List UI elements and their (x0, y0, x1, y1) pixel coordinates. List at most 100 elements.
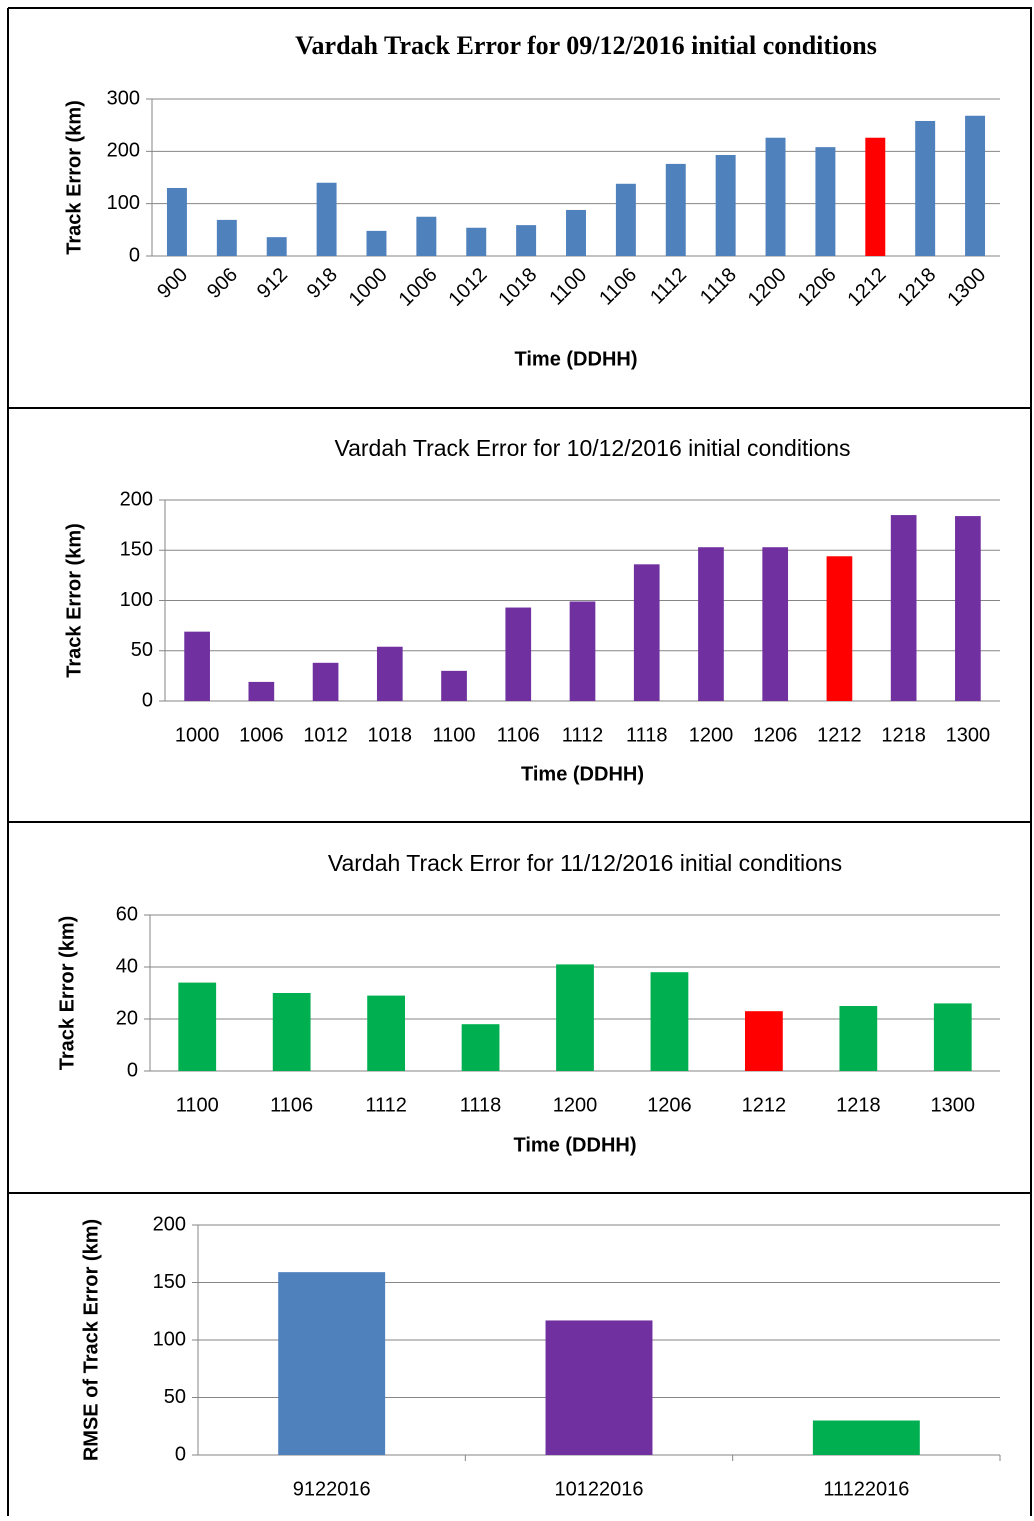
x-tick-label: 1012 (444, 264, 491, 311)
bar (178, 982, 217, 1071)
bar (815, 147, 836, 256)
bar (812, 1420, 920, 1455)
bar (715, 154, 736, 256)
bar (376, 646, 403, 701)
x-tick-label: 1300 (931, 1094, 976, 1116)
bar (762, 547, 789, 701)
bar (166, 187, 187, 256)
bar (266, 237, 287, 256)
chart-title: Vardah Track Error for 10/12/2016 initia… (334, 435, 850, 461)
bar (698, 547, 724, 701)
x-tick-label: 1018 (494, 264, 541, 311)
x-tick-label: 1200 (553, 1094, 598, 1116)
y-tick-label: 40 (116, 955, 138, 977)
x-tick-label: 1200 (744, 264, 791, 311)
x-tick-label: 1106 (497, 724, 540, 746)
bar (839, 1006, 878, 1071)
x-tick-label: 1118 (626, 724, 668, 746)
x-tick-label: 1212 (742, 1094, 787, 1116)
bar (416, 216, 437, 256)
bar (665, 163, 686, 256)
y-tick-label: 0 (175, 1443, 186, 1465)
panel-borders (7, 7, 1032, 1516)
bar (316, 182, 337, 256)
y-tick-label: 20 (116, 1007, 138, 1029)
x-tick-label: 1212 (844, 264, 891, 311)
y-tick-label: 150 (153, 1271, 186, 1293)
x-tick-label: 1300 (943, 264, 990, 311)
x-tick-label: 1206 (794, 264, 841, 311)
x-tick-label: 1218 (881, 724, 926, 746)
bar (566, 209, 586, 256)
y-tick-label: 60 (116, 903, 138, 925)
x-tick-label: 1006 (395, 264, 442, 311)
x-tick-label: 1206 (647, 1094, 692, 1116)
x-tick-label: 1218 (893, 264, 940, 311)
bar (216, 219, 237, 256)
y-axis-label: Track Error (km) (63, 100, 85, 255)
x-tick-label: 1106 (595, 264, 641, 310)
y-tick-label: 0 (129, 244, 140, 266)
x-tick-label: 1100 (545, 264, 591, 310)
bar (890, 515, 917, 701)
x-tick-label: 1300 (946, 724, 991, 746)
bar (615, 183, 636, 256)
y-tick-label: 0 (127, 1059, 138, 1081)
x-tick-label: 1006 (239, 724, 284, 746)
x-tick-label: 9122016 (293, 1478, 371, 1500)
bar (466, 227, 487, 256)
bar (865, 137, 886, 256)
x-tick-label: 1000 (345, 264, 392, 311)
bar (441, 670, 467, 701)
x-tick-label: 11122016 (823, 1478, 909, 1500)
bar (505, 607, 532, 701)
bar (556, 964, 594, 1071)
bar (278, 1272, 386, 1455)
x-tick-label: 1212 (817, 724, 862, 746)
y-tick-label: 300 (107, 87, 140, 109)
bar (461, 1024, 500, 1071)
x-tick-label: 900 (153, 264, 192, 303)
bar (367, 995, 405, 1071)
y-tick-label: 100 (153, 1328, 186, 1350)
x-axis-label: Time (DDHH) (515, 348, 638, 370)
x-axis-label: Time (DDHH) (514, 1134, 637, 1156)
x-tick-label: 1112 (562, 724, 604, 746)
x-tick-label: 906 (203, 264, 242, 303)
bar (312, 662, 339, 701)
x-tick-label: 1118 (460, 1094, 502, 1116)
bar (965, 115, 986, 256)
y-tick-label: 150 (120, 539, 153, 561)
x-tick-label: 1112 (646, 264, 691, 309)
bar (650, 972, 689, 1071)
y-tick-label: 50 (164, 1386, 186, 1408)
x-tick-label: 1018 (368, 724, 413, 746)
x-tick-label: 1200 (689, 724, 734, 746)
y-axis-label: RMSE of Track Error (km) (80, 1219, 102, 1461)
chart-title: Vardah Track Error for 11/12/2016 initia… (328, 850, 842, 876)
bar (569, 601, 596, 701)
x-tick-label: 10122016 (555, 1478, 644, 1500)
bar (933, 1003, 972, 1071)
bar (366, 230, 387, 256)
bar (184, 631, 210, 701)
bar (248, 681, 275, 701)
x-tick-label: 1112 (365, 1094, 407, 1116)
x-tick-label: 918 (303, 264, 342, 303)
bar (745, 1011, 783, 1071)
y-axis-label: Track Error (km) (63, 523, 85, 678)
x-axis-label: Time (DDHH) (521, 763, 644, 785)
y-tick-label: 200 (107, 140, 140, 162)
bar (915, 120, 936, 256)
chart-title: Vardah Track Error for 09/12/2016 initia… (295, 31, 877, 60)
y-tick-label: 50 (131, 639, 153, 661)
bar (955, 516, 981, 701)
y-axis-label: Track Error (km) (56, 916, 78, 1071)
x-tick-label: 1206 (753, 724, 798, 746)
x-tick-label: 1218 (836, 1094, 881, 1116)
y-tick-label: 200 (120, 488, 153, 510)
y-tick-label: 100 (107, 192, 140, 214)
x-tick-label: 1100 (176, 1094, 219, 1116)
bar (516, 225, 537, 256)
y-tick-label: 0 (142, 689, 153, 711)
